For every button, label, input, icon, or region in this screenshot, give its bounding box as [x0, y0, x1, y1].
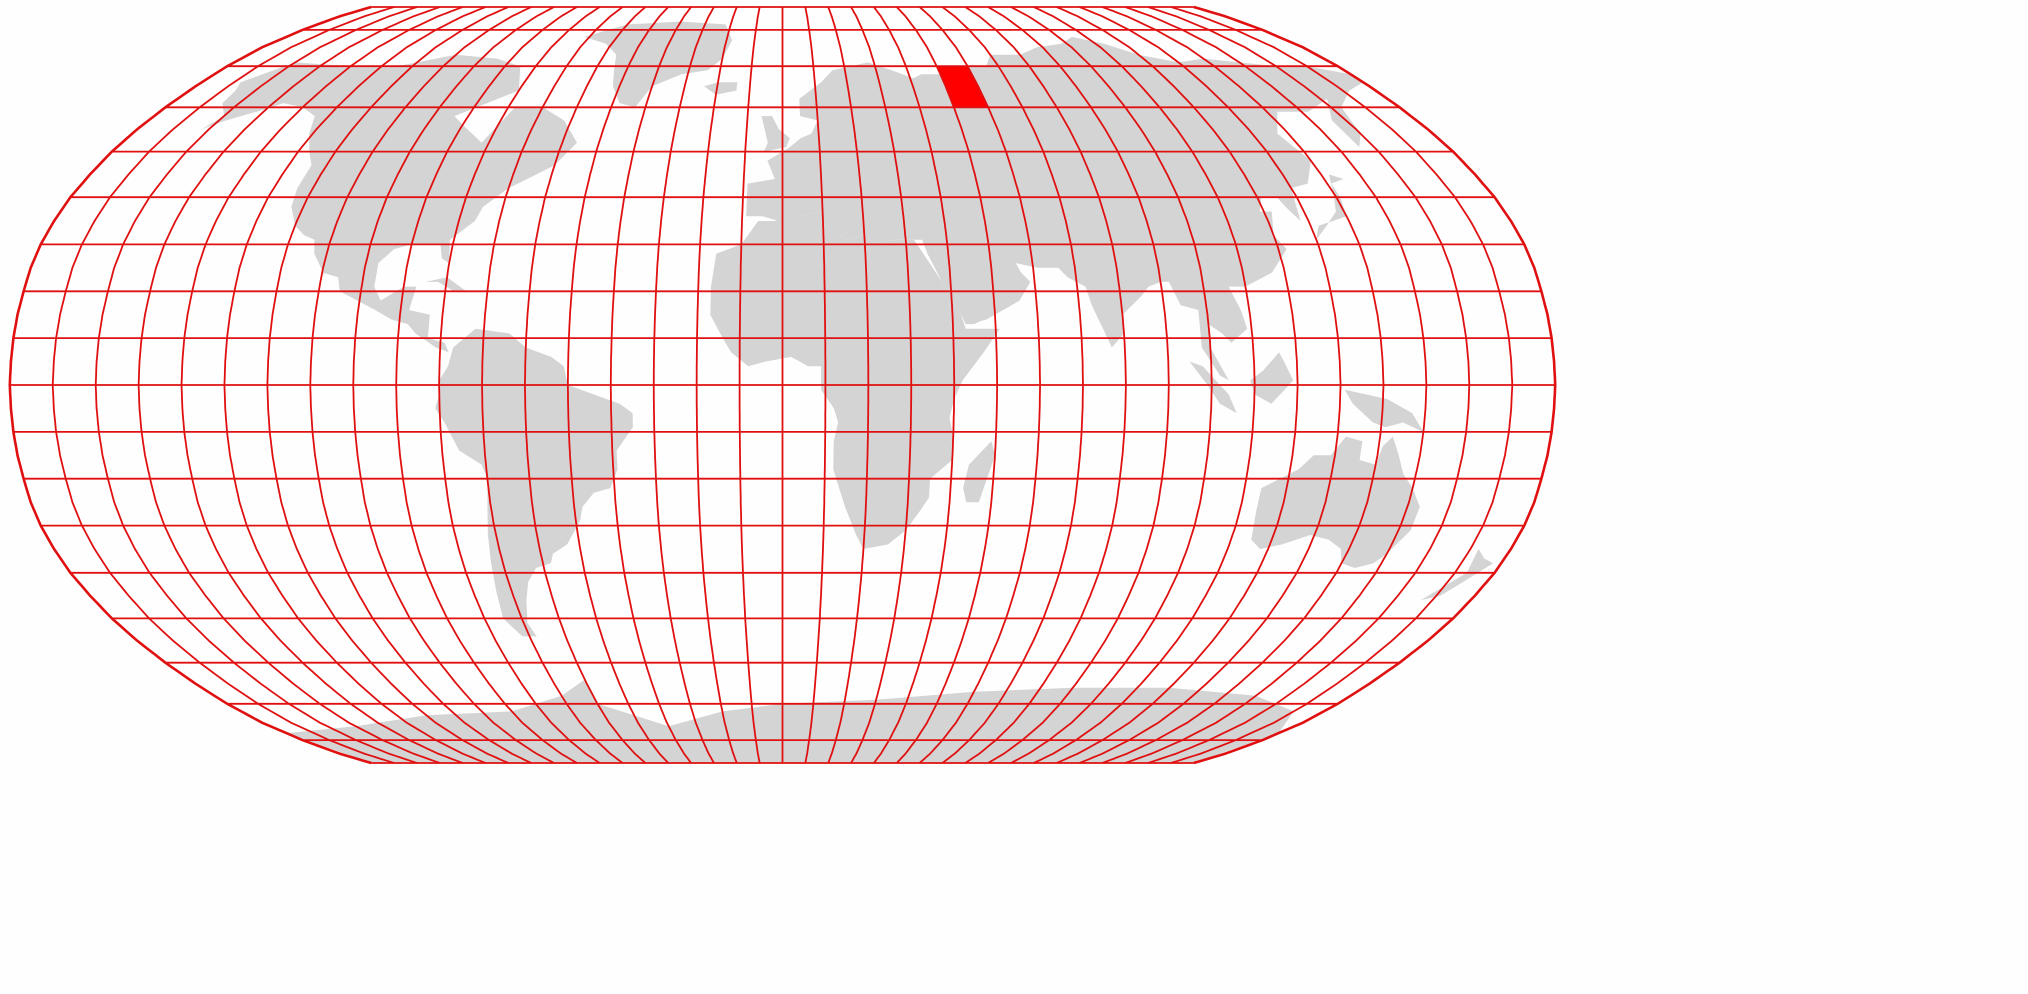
land-australia [1251, 436, 1420, 568]
land-eurasia [746, 36, 1364, 381]
land-antarctica [286, 679, 1294, 763]
land-iceland [704, 82, 738, 95]
land-sumatra [1189, 361, 1237, 414]
highlighted-grid-cell [936, 66, 989, 108]
land-greenland [584, 21, 733, 108]
land-north-america [201, 54, 578, 353]
land-south-america [435, 328, 633, 637]
land-madagascar [963, 441, 995, 503]
land-borneo [1250, 352, 1294, 404]
land-new-guinea [1344, 389, 1424, 432]
land-japan [1316, 174, 1347, 240]
landmass-layer [201, 21, 1494, 763]
graticule-layer [8, 5, 1557, 765]
highlighted-cell-layer [936, 66, 989, 108]
land-arabia [927, 235, 1031, 325]
land-new-zealand [1420, 549, 1494, 601]
